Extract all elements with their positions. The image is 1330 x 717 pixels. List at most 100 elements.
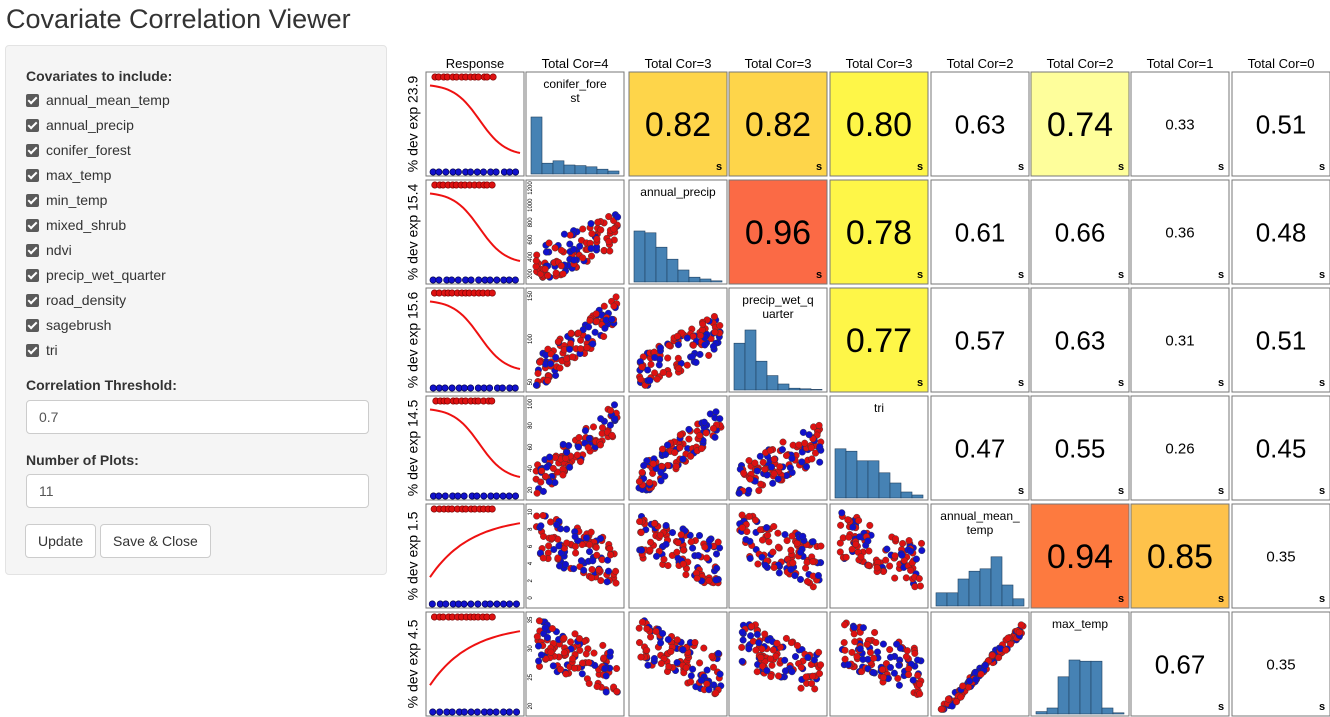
scatter-point [637, 546, 645, 554]
checkbox-icon[interactable] [26, 318, 39, 332]
scatter-point [871, 629, 879, 637]
scatter-point [541, 472, 549, 480]
matrix-cell: 0.82 s [628, 71, 728, 177]
histogram-bar [585, 166, 598, 175]
scatter-point [716, 415, 724, 423]
scatter-point [739, 636, 747, 644]
covariate-checkbox-annual_precip[interactable]: annual_precip [26, 115, 134, 135]
correlation-value: 0.80 [846, 106, 912, 144]
scatter-point [603, 578, 611, 586]
cell-frame [1130, 179, 1230, 285]
row-label: % dev exp 15.6 [405, 292, 421, 389]
covariate-label: ndvi [46, 242, 72, 258]
column-header: Total Cor=4 [542, 56, 609, 71]
covariate-checkbox-road_density[interactable]: road_density [26, 290, 126, 310]
scatter-point [814, 572, 822, 580]
correlation-matrix-plot: Response Total Cor=4 Total Cor=3 Total Cor=… [405, 56, 1330, 717]
save-close-button[interactable]: Save & Close [100, 524, 211, 558]
scatter-point [662, 522, 670, 530]
response-curve [429, 408, 521, 478]
response-point-b [511, 276, 519, 284]
covariate-checkbox-ndvi[interactable]: ndvi [26, 240, 72, 260]
scatter-point [801, 439, 809, 447]
y-tick-label: 40 [528, 465, 534, 472]
cell-frame [1030, 503, 1130, 609]
response-point-b [480, 168, 488, 176]
scatter-point [533, 251, 541, 259]
scatter-point [714, 538, 722, 546]
scatter-point [776, 463, 784, 471]
histogram-bar [1046, 707, 1059, 715]
matrix-cell: precip_wet_quarter [728, 287, 828, 393]
scatter-point [753, 467, 761, 475]
checkbox-icon[interactable] [26, 343, 39, 357]
scatter-point [768, 661, 776, 669]
scatter-point [782, 634, 790, 642]
correlation-value: 0.94 [1047, 538, 1113, 576]
scatter-point [533, 633, 541, 641]
scatter-point [902, 574, 910, 582]
scatter-point [763, 524, 771, 532]
checkbox-icon[interactable] [26, 93, 39, 107]
correlation-value: 0.85 [1147, 538, 1213, 576]
covariate-checkbox-max_temp[interactable]: max_temp [26, 165, 111, 185]
scatter-point [566, 463, 574, 471]
scatter-point [705, 537, 713, 545]
threshold-input[interactable] [26, 400, 369, 434]
scatter-point [852, 540, 860, 548]
checkbox-icon[interactable] [26, 293, 39, 307]
covariate-checkbox-mixed_shrub[interactable]: mixed_shrub [26, 215, 126, 235]
scatter-point [698, 445, 706, 453]
covariate-checkbox-annual_mean_temp[interactable]: annual_mean_temp [26, 90, 170, 110]
response-point-b [475, 276, 483, 284]
scatter-point [809, 672, 817, 680]
response-point-b [467, 600, 475, 608]
update-button[interactable]: Update [25, 524, 97, 558]
covariate-checkbox-conifer_forest[interactable]: conifer_forest [26, 140, 131, 160]
checkbox-icon[interactable] [26, 143, 39, 157]
cell-frame [1030, 71, 1130, 177]
covariate-checkbox-precip_wet_quarter[interactable]: precip_wet_quarter [26, 265, 166, 285]
matrix-cell: 0.78 s [829, 179, 929, 285]
scatter-point [679, 560, 687, 568]
scatter-point [597, 415, 605, 423]
scatter-point [708, 652, 716, 660]
scatter-point [635, 639, 643, 647]
response-point-a [488, 289, 496, 297]
correlation-value: 0.96 [745, 214, 811, 252]
cell-frame [525, 71, 625, 177]
checkbox-icon[interactable] [26, 193, 39, 207]
covariate-checkbox-min_temp[interactable]: min_temp [26, 190, 107, 210]
scatter-point [713, 564, 721, 572]
scatter-point [895, 681, 903, 689]
checkbox-icon[interactable] [26, 243, 39, 257]
scatter-point [542, 248, 550, 256]
checkbox-icon[interactable] [26, 218, 39, 232]
scatter-point [774, 543, 782, 551]
covariate-label: annual_precip [46, 117, 134, 133]
scatter-point [611, 415, 619, 423]
covariate-checkbox-sagebrush[interactable]: sagebrush [26, 315, 111, 335]
scatter-point [787, 546, 795, 554]
scatter-point [548, 534, 556, 542]
scatter-point [944, 695, 952, 703]
scatter-point [537, 522, 545, 530]
scatter-point [815, 648, 823, 656]
checkbox-icon[interactable] [26, 168, 39, 182]
matrix-cell: 0 2 4 6 8 10 [525, 503, 625, 609]
scatter-point [593, 235, 601, 243]
scatter-point [755, 639, 763, 647]
correlation-value: 0.47 [955, 433, 1006, 463]
scatter-point [675, 364, 683, 372]
scatter-point [652, 627, 660, 635]
scatter-point [687, 538, 695, 546]
checkbox-icon[interactable] [26, 118, 39, 132]
scatter-point [559, 440, 567, 448]
covariate-checkbox-tri[interactable]: tri [26, 340, 58, 360]
scatter-point [696, 332, 704, 340]
checkbox-icon[interactable] [26, 268, 39, 282]
scatter-point [588, 566, 596, 574]
scatter-point [1004, 634, 1012, 642]
plots-input[interactable] [26, 474, 369, 508]
scatter-point [568, 353, 576, 361]
